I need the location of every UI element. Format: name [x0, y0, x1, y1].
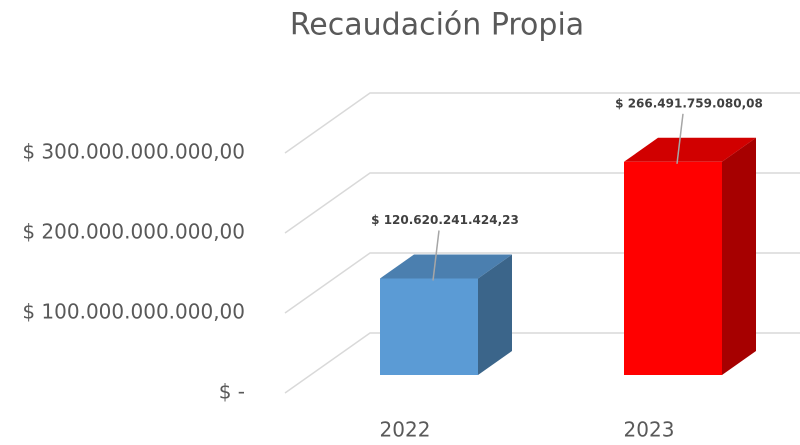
y-tick-label: $ 200.000.000.000,00 — [22, 220, 245, 244]
bar-top — [380, 254, 512, 279]
leader-line — [676, 113, 684, 164]
x-tick-label: 2023 — [624, 418, 675, 442]
grid-line — [284, 92, 800, 154]
bar — [624, 161, 722, 375]
bar-side — [722, 137, 756, 375]
value-label: $ 120.620.241.424,23 — [371, 213, 519, 227]
bar — [380, 278, 478, 375]
y-tick-label: $ 300.000.000.000,00 — [22, 140, 245, 164]
leader-line — [432, 230, 440, 281]
y-tick-label: $ - — [219, 380, 245, 404]
x-tick-label: 2022 — [380, 418, 431, 442]
bar-side — [478, 254, 512, 375]
value-label: $ 266.491.759.080,08 — [615, 96, 763, 110]
chart-title: Recaudación Propia — [290, 8, 584, 43]
bar-top — [624, 137, 756, 162]
y-tick-label: $ 100.000.000.000,00 — [22, 300, 245, 324]
